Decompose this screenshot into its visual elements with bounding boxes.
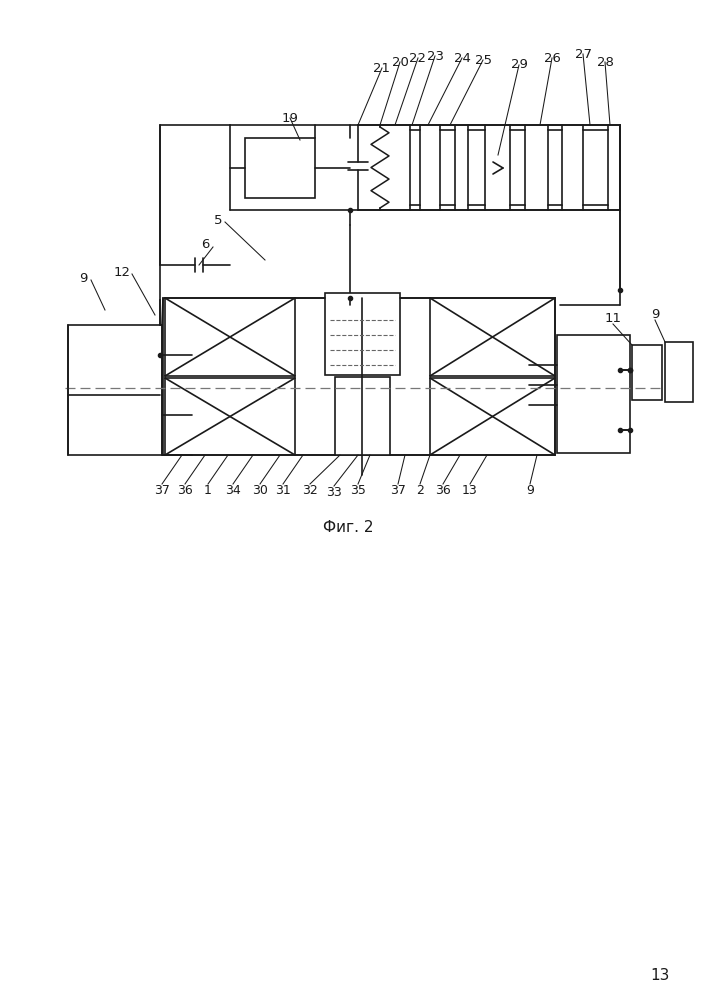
Text: 2: 2 <box>416 484 424 496</box>
Bar <box>510 130 525 205</box>
Text: 28: 28 <box>597 55 614 68</box>
Text: 37: 37 <box>154 484 170 496</box>
Text: 37: 37 <box>390 484 406 496</box>
Text: 25: 25 <box>474 53 491 66</box>
Text: 23: 23 <box>426 49 443 62</box>
Text: 22: 22 <box>409 51 426 64</box>
Text: 21: 21 <box>373 62 390 75</box>
Text: 20: 20 <box>392 55 409 68</box>
Text: 9: 9 <box>526 484 534 496</box>
Bar <box>468 130 485 205</box>
Text: 1: 1 <box>204 484 212 496</box>
Bar <box>245 138 315 198</box>
Text: 32: 32 <box>302 484 318 496</box>
Text: 5: 5 <box>214 214 222 227</box>
Text: Фиг. 2: Фиг. 2 <box>323 520 373 536</box>
Text: 34: 34 <box>225 484 241 496</box>
Text: 9: 9 <box>651 308 659 320</box>
Text: 33: 33 <box>326 486 342 498</box>
Text: 36: 36 <box>435 484 451 496</box>
Bar <box>548 130 562 205</box>
Text: 27: 27 <box>575 47 592 60</box>
Bar <box>557 335 630 453</box>
Bar <box>163 298 555 455</box>
Bar <box>335 377 390 455</box>
Bar <box>632 345 662 400</box>
Text: 35: 35 <box>350 484 366 496</box>
Text: 30: 30 <box>252 484 268 496</box>
Bar <box>440 130 455 205</box>
Text: 11: 11 <box>604 312 621 324</box>
Text: 36: 36 <box>177 484 193 496</box>
Text: 13: 13 <box>462 484 478 496</box>
Text: 24: 24 <box>454 51 470 64</box>
Bar <box>68 325 162 455</box>
Bar <box>665 342 693 402</box>
Text: 19: 19 <box>281 111 298 124</box>
Text: 26: 26 <box>544 51 561 64</box>
Bar <box>410 130 420 205</box>
Text: 13: 13 <box>650 968 670 982</box>
Text: 29: 29 <box>510 58 527 72</box>
Text: 9: 9 <box>78 271 87 284</box>
Bar <box>583 130 608 205</box>
Text: 6: 6 <box>201 238 209 251</box>
Bar <box>325 293 400 375</box>
Text: 12: 12 <box>114 265 131 278</box>
Text: 31: 31 <box>275 484 291 496</box>
